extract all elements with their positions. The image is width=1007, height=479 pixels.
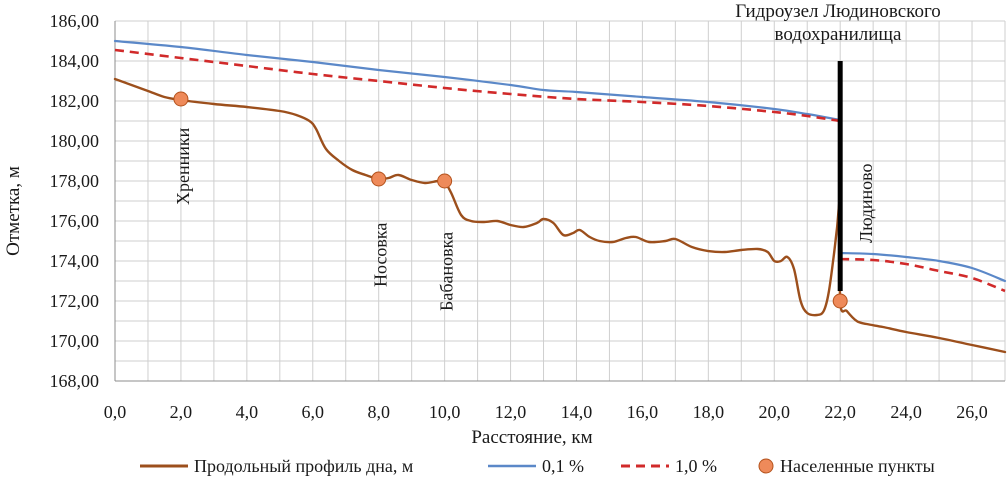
y-tick-label: 184,00 [50, 51, 100, 71]
y-tick-label: 178,00 [50, 171, 100, 191]
legend-label-settlements: Населенные пункты [780, 456, 935, 476]
y-tick-labels: 168,00 170,00 172,00 174,00 176,00 178,00 180,… [50, 11, 100, 391]
series-p10-line [840, 257, 1006, 293]
legend-label-p10: 1,0 % [675, 456, 717, 476]
y-tick-label: 172,00 [50, 291, 100, 311]
settlement-markers [173, 91, 848, 309]
y-tick-label: 176,00 [50, 211, 100, 231]
settlement-labels: Хренники Носовка Бабановка Людиново [173, 127, 876, 311]
x-tick-label: 20,0 [759, 402, 791, 422]
legend-label-p01: 0,1 % [542, 456, 584, 476]
y-tick-label: 186,00 [50, 11, 100, 31]
x-axis-title: Расстояние, км [471, 427, 592, 448]
x-tick-labels: 0,0 2,0 4,0 6,0 8,0 10,0 12,0 14,0 16,0 18,0 20,0 2… [104, 402, 988, 422]
legend-label-profile: Продольный профиль дна, м [194, 456, 413, 476]
series-p01-line [113, 39, 842, 122]
x-tick-label: 12,0 [495, 402, 527, 422]
settlement-marker [832, 293, 848, 309]
legend-swatch-settlements [758, 458, 774, 474]
x-tick-label: 14,0 [561, 402, 593, 422]
y-tick-label: 174,00 [50, 251, 100, 271]
x-tick-label: 0,0 [104, 402, 127, 422]
y-tick-label: 170,00 [50, 331, 100, 351]
x-tick-label: 18,0 [693, 402, 725, 422]
x-tick-label: 26,0 [956, 402, 988, 422]
y-tick-label: 182,00 [50, 91, 100, 111]
x-tick-label: 8,0 [367, 402, 390, 422]
series-p01-line [839, 251, 1007, 283]
legend-item-settlements: Населенные пункты [758, 456, 935, 476]
y-tick-label: 180,00 [50, 131, 100, 151]
series-layer [113, 39, 1007, 354]
settlement-label: Носовка [371, 223, 391, 287]
legend-item-p10: 1,0 % [621, 456, 717, 476]
settlement-marker [371, 171, 387, 187]
settlement-marker [437, 173, 453, 189]
x-tick-label: 22,0 [824, 402, 856, 422]
grid-lines [115, 20, 1006, 381]
legend-item-p01: 0,1 % [488, 456, 584, 476]
x-tick-label: 16,0 [627, 402, 659, 422]
legend: Продольный профиль дна, м 0,1 % 1,0 % На… [140, 456, 935, 476]
x-tick-label: 2,0 [170, 402, 193, 422]
series-p10-line [114, 48, 841, 123]
x-tick-label: 24,0 [890, 402, 922, 422]
dam-label-line1: Гидроузел Людиновского [735, 1, 941, 22]
legend-item-profile: Продольный профиль дна, м [140, 456, 413, 476]
x-tick-label: 4,0 [236, 402, 259, 422]
settlement-label: Бабановка [437, 232, 457, 311]
axes [114, 21, 1005, 382]
settlement-marker [173, 91, 189, 107]
x-tick-label: 10,0 [429, 402, 461, 422]
x-tick-label: 6,0 [302, 402, 325, 422]
settlement-label: Людиново [856, 163, 876, 243]
dam-label-line2: водохранилища [775, 24, 903, 45]
y-axis-title: Отметка, м [3, 166, 24, 256]
series-profile-line [113, 77, 1007, 354]
settlement-label: Хренники [173, 127, 193, 205]
y-tick-label: 168,00 [50, 371, 100, 391]
